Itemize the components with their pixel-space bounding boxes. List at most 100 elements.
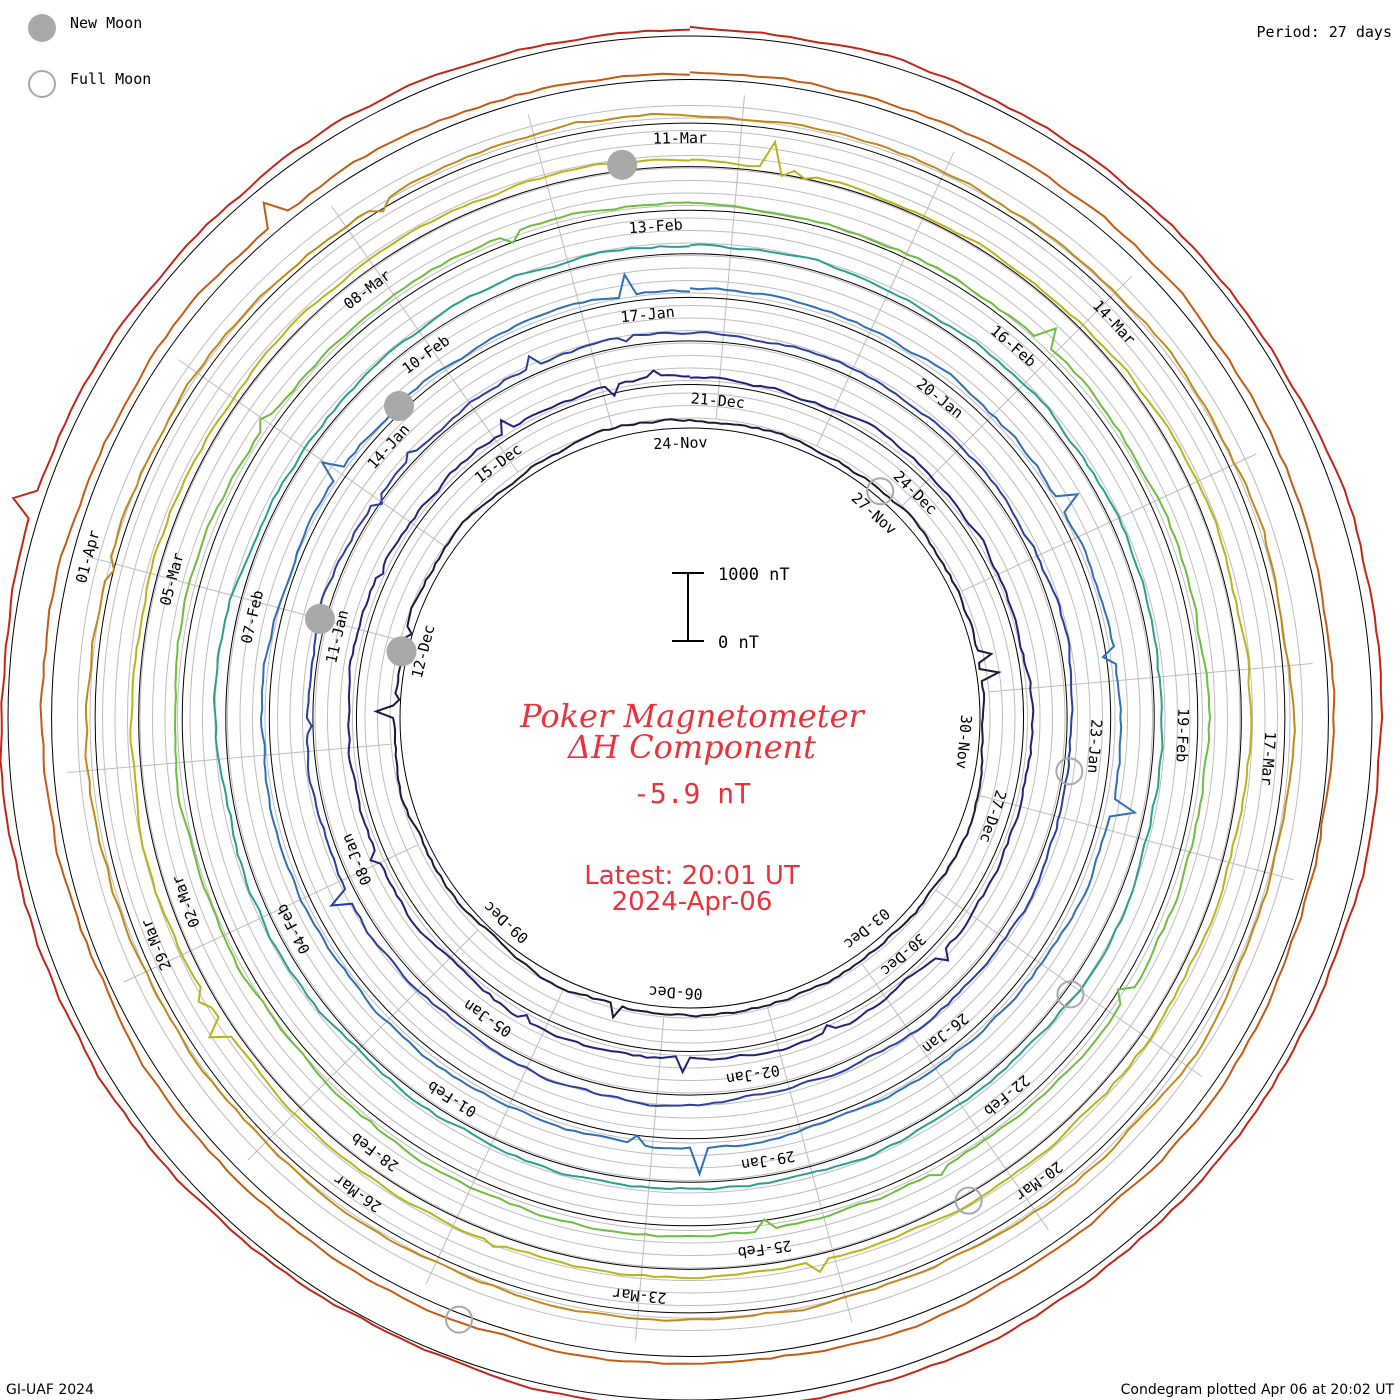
chart-subtitle: ΔH Component xyxy=(566,728,816,766)
trace-line xyxy=(212,243,1164,1191)
grid-ring xyxy=(352,380,1028,1056)
grid-ring xyxy=(139,167,1241,1269)
grid-spoke xyxy=(86,555,401,641)
grid-spoke xyxy=(247,929,479,1161)
date-label: 16-Feb xyxy=(987,322,1040,371)
grid-ring xyxy=(389,417,991,1019)
date-label: 26-Mar xyxy=(330,1170,385,1216)
grid-ring xyxy=(239,267,1141,1169)
trace-line xyxy=(39,71,1336,1365)
grid-ring xyxy=(327,355,1053,1081)
moon-layer xyxy=(304,149,1085,1334)
date-label: 21-Dec xyxy=(690,389,746,412)
period-label: Period: 27 days xyxy=(1257,23,1392,41)
grid-ring xyxy=(164,192,1216,1244)
grid-spoke xyxy=(635,1016,665,1341)
full-moon-marker xyxy=(954,1186,983,1215)
grid-spoke xyxy=(123,844,419,983)
grid-spoke xyxy=(816,151,955,447)
grid-ring xyxy=(227,255,1153,1181)
grid-spoke xyxy=(988,663,1313,693)
grid-ring xyxy=(339,367,1041,1069)
date-label: 22-Feb xyxy=(980,1071,1033,1120)
baseline-ring xyxy=(312,340,1068,1096)
grid-ring xyxy=(114,142,1266,1294)
baseline-ring xyxy=(399,427,981,1009)
trace-line xyxy=(347,369,1035,1075)
date-label: 11-Mar xyxy=(653,129,707,148)
grid-spoke xyxy=(861,963,1049,1231)
grid-ring xyxy=(289,317,1091,1119)
grid-spoke xyxy=(67,743,392,773)
grid-spoke xyxy=(935,889,1203,1077)
chart-title: Poker Magnetometer xyxy=(519,697,865,735)
trace-line xyxy=(129,139,1253,1280)
grid-spoke xyxy=(715,95,745,420)
baseline-ring xyxy=(181,209,1199,1227)
baseline-ring xyxy=(51,79,1329,1357)
trace-line xyxy=(305,331,1074,1107)
baseline-ring xyxy=(94,122,1286,1314)
trace-layer xyxy=(0,25,1384,1400)
grid-ring xyxy=(252,280,1128,1156)
grid-spoke xyxy=(527,114,613,429)
grid-ring xyxy=(264,292,1116,1144)
footer-right: Condegram plotted Apr 06 at 20:02 UT xyxy=(1121,1382,1395,1398)
date-label: 13-Feb xyxy=(628,216,683,238)
baseline-ring xyxy=(138,166,1242,1270)
full-moon-marker xyxy=(1055,757,1084,786)
grid-spoke xyxy=(177,359,445,547)
date-label: 06-Dec xyxy=(648,982,703,1003)
trace-line xyxy=(259,272,1138,1177)
grid-ring xyxy=(102,130,1278,1306)
baseline-ring xyxy=(268,296,1112,1140)
date-label: 17-Jan xyxy=(620,303,676,327)
full-moon-marker xyxy=(445,1305,474,1334)
date-label: 05-Mar xyxy=(156,551,187,608)
date-label: 30-Dec xyxy=(877,930,929,980)
full-moon-legend-label: Full Moon xyxy=(70,70,151,88)
grid-ring xyxy=(89,117,1291,1319)
trace-line xyxy=(84,112,1296,1322)
grid-spoke xyxy=(961,453,1257,592)
full-moon-marker xyxy=(866,477,895,506)
trace-line xyxy=(0,25,1384,1400)
baseline-ring xyxy=(225,253,1155,1183)
grid-ring xyxy=(189,217,1191,1219)
date-label: 17-Mar xyxy=(1258,731,1280,786)
grid-ring xyxy=(314,342,1066,1094)
date-label: 14-Jan xyxy=(364,420,414,472)
latest-date: 2024-Apr-06 xyxy=(612,887,773,917)
baseline-ring xyxy=(7,35,1373,1400)
new-moon-marker xyxy=(384,390,415,421)
grid-spoke xyxy=(425,989,564,1285)
grid-layer xyxy=(67,95,1313,1341)
full-moon-marker xyxy=(1056,980,1085,1009)
date-label: 26-Jan xyxy=(919,1009,972,1057)
grid-ring xyxy=(202,230,1178,1206)
grid-ring xyxy=(364,392,1016,1044)
baseline-layer xyxy=(7,35,1373,1400)
new-moon-marker xyxy=(304,603,335,634)
grid-ring xyxy=(77,105,1303,1331)
date-label: 24-Nov xyxy=(653,433,708,453)
grid-ring xyxy=(377,405,1003,1031)
footer-left: GI-UAF 2024 xyxy=(6,1382,94,1398)
new-moon-marker xyxy=(386,636,417,667)
scale-top-label: 1000 nT xyxy=(718,565,790,585)
grid-ring xyxy=(177,205,1203,1231)
date-label: 23-Jan xyxy=(1084,719,1106,774)
trace-line xyxy=(173,201,1212,1238)
latest-time: Latest: 20:01 UT xyxy=(584,861,800,891)
grid-ring xyxy=(127,155,1253,1281)
new-moon-marker xyxy=(607,149,638,180)
full-moon-legend-icon xyxy=(28,70,56,98)
baseline-ring xyxy=(355,383,1025,1053)
grid-spoke xyxy=(767,1007,853,1322)
date-label: 23-Mar xyxy=(612,1284,668,1307)
grid-spoke xyxy=(901,275,1133,507)
date-label: 20-Mar xyxy=(1012,1158,1066,1205)
date-label: 30-Nov xyxy=(953,714,976,770)
new-moon-legend-label: New Moon xyxy=(70,14,142,32)
